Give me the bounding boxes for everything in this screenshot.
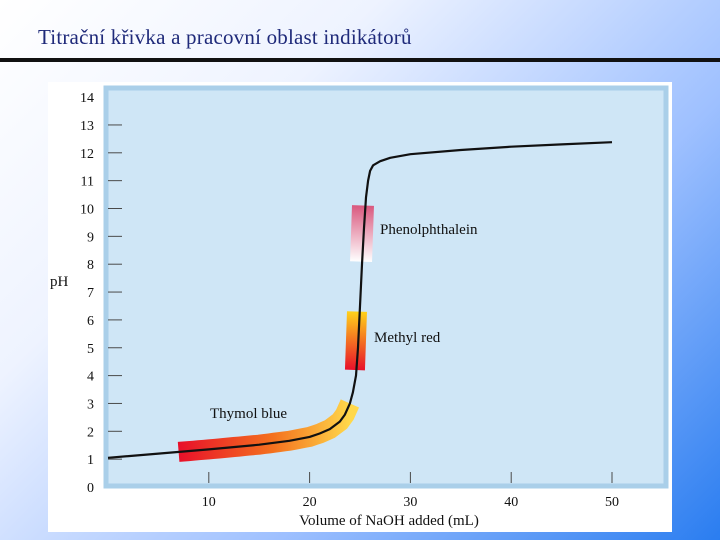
slide-title: Titrační křivka a pracovní oblast indiká… xyxy=(38,25,412,49)
x-tick-label-30: 30 xyxy=(403,495,417,510)
y-tick-label-8: 8 xyxy=(87,258,94,273)
methyl-red-band xyxy=(344,311,367,371)
phenolphthalein-label: Phenolphthalein xyxy=(380,222,478,238)
y-tick-label-1: 1 xyxy=(87,453,94,468)
y-tick-label-7: 7 xyxy=(87,286,94,301)
curve-layer xyxy=(107,141,613,459)
y-tick-label-6: 6 xyxy=(87,314,94,329)
x-axis-label: Volume of NaOH added (mL) xyxy=(299,513,479,529)
y-tick-label-4: 4 xyxy=(87,370,94,385)
plot-frame xyxy=(103,85,669,489)
label-layer: Phenolphthalein Methyl red Thymol blue xyxy=(210,222,478,422)
methyl-red-label: Methyl red xyxy=(374,330,441,346)
x-tick-label-20: 20 xyxy=(303,495,317,510)
y-tick-label-9: 9 xyxy=(87,230,94,245)
titration-curve-line xyxy=(107,141,613,459)
phenolphthalein-band xyxy=(350,205,374,262)
y-tick-label-13: 13 xyxy=(80,119,94,134)
y-tick-label-5: 5 xyxy=(87,342,94,357)
y-tick-label-0: 0 xyxy=(87,481,94,496)
thymol-blue-label: Thymol blue xyxy=(210,406,287,422)
y-tick-label-10: 10 xyxy=(80,203,94,218)
y-axis-label: pH xyxy=(50,274,69,290)
x-tick-label-40: 40 xyxy=(504,495,518,510)
y-tick-label-3: 3 xyxy=(87,397,94,412)
chart-panel: 0 1 2 3 4 5 6 7 8 9 10 11 12 13 14 10 20 30 40 50 pH Volume o… xyxy=(48,82,672,532)
x-tick-label-50: 50 xyxy=(605,495,619,510)
y-tick-label-12: 12 xyxy=(80,147,94,162)
y-tick-label-14: 14 xyxy=(80,91,94,106)
title-divider xyxy=(0,58,720,62)
y-tick-label-2: 2 xyxy=(87,425,94,440)
y-tick-label-11: 11 xyxy=(81,175,94,190)
x-tick-label-10: 10 xyxy=(202,495,216,510)
